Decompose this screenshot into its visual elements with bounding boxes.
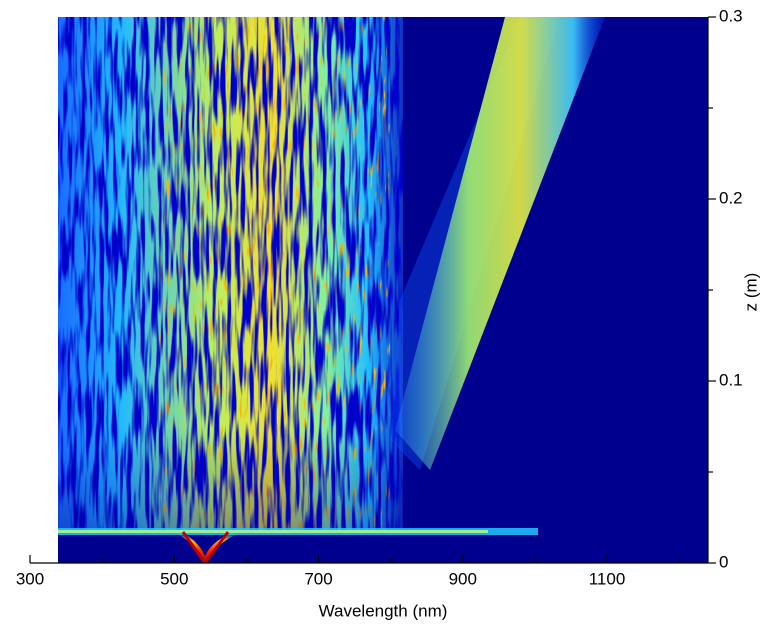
heatmap-bottom-dark	[58, 536, 708, 563]
y-tick-label: 0.1	[719, 370, 743, 389]
y-tick-label: 0.2	[719, 188, 743, 207]
heatmap-image	[58, 17, 708, 563]
x-tick-label: 300	[16, 569, 44, 588]
y-tick-label: 0	[719, 552, 728, 571]
x-tick-label: 900	[449, 569, 477, 588]
x-axis-label: Wavelength (nm)	[319, 601, 448, 620]
x-tick-label: 700	[304, 569, 332, 588]
y-axis-label: z (m)	[741, 273, 760, 312]
x-tick-label: 500	[160, 569, 188, 588]
heatmap-line-core	[58, 530, 488, 533]
x-tick-label: 1100	[589, 569, 626, 588]
heatmap-diagonal	[395, 17, 605, 470]
heatmap-origin-core	[181, 531, 230, 563]
heatmap-fade	[58, 17, 403, 530]
y-tick-label: 0.3	[719, 6, 743, 25]
